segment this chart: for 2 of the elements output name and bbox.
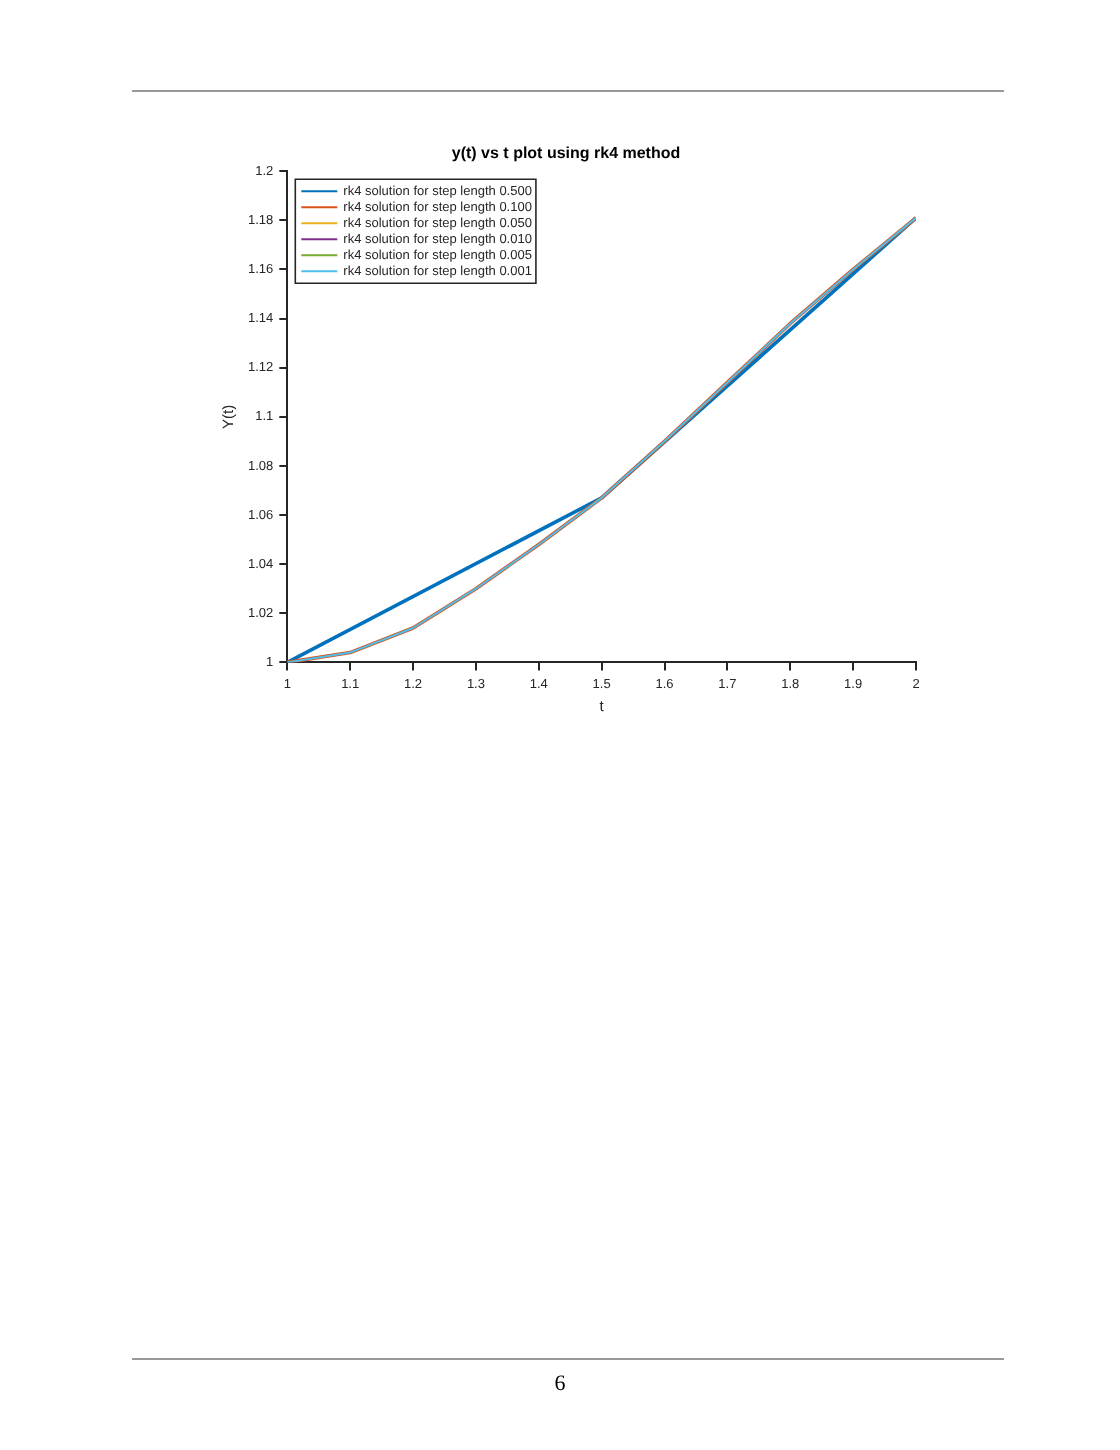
text: 6 (552, 1372, 568, 1396)
chart-title: y(t) vs t plot using rk4 method (451, 144, 681, 163)
